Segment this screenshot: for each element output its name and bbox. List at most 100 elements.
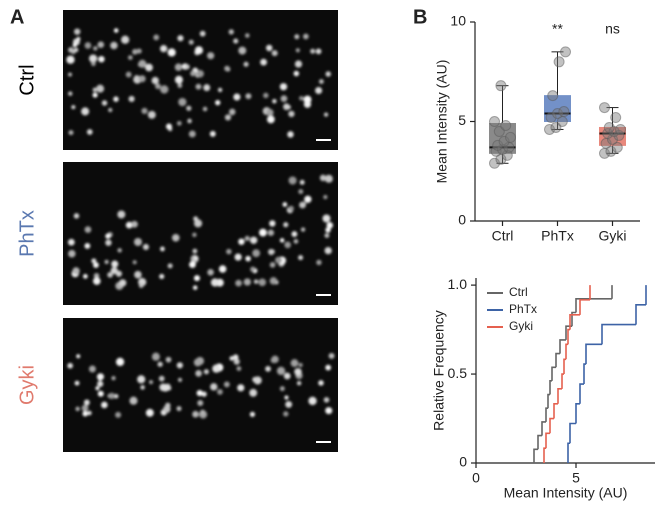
synapse-spot (294, 34, 300, 40)
synapse-spot (288, 205, 294, 212)
ecdf-step (547, 393, 550, 409)
spots (67, 174, 334, 290)
synapse-spot (193, 216, 199, 222)
synapse-spot (298, 362, 303, 368)
synapse-spot (270, 357, 277, 364)
synapse-spot (110, 41, 118, 50)
synapse-spot (323, 397, 330, 403)
ecdf-step (551, 366, 556, 381)
synapse-spot (167, 263, 173, 269)
synapse-spot (145, 408, 154, 417)
synapse-spot (81, 107, 90, 116)
x-tick-label: PhTx (541, 228, 574, 244)
ecdf-step (569, 422, 576, 444)
synapse-spot (157, 361, 163, 367)
data-point (611, 141, 623, 153)
synapse-spot (97, 380, 104, 388)
y-tick-label: 0.5 (448, 365, 468, 381)
data-point (560, 46, 571, 58)
y-axis-label: Mean Intensity (AU) (434, 60, 450, 184)
synapse-spot (276, 366, 286, 376)
synapse-spot (290, 359, 299, 368)
synapse-spot (92, 92, 98, 98)
synapse-spot (245, 93, 252, 100)
synapse-spot (159, 273, 165, 280)
synapse-spot (302, 33, 309, 40)
synapse-spot (223, 381, 230, 388)
synapse-spot (243, 278, 252, 286)
ecdf-step (571, 311, 576, 327)
image-panel: Ctrl PhTx Gyki (16, 10, 338, 452)
synapse-spot (125, 221, 133, 229)
synapse-spot (318, 380, 324, 386)
synapse-spot (137, 375, 146, 384)
ecdf-step (553, 402, 558, 419)
row-label: Ctrl (16, 64, 38, 95)
synapse-spot (325, 407, 333, 415)
synapse-spot (145, 63, 153, 72)
synapse-spot (141, 107, 148, 115)
synapse-spot (293, 239, 299, 244)
x-axis-label: Mean Intensity (AU) (504, 485, 628, 501)
ecdf-step (559, 339, 566, 354)
y-tick-label: 0 (458, 212, 466, 228)
synapse-spot (187, 118, 192, 124)
synapse-spot (84, 226, 92, 233)
ecdf-step (543, 447, 546, 463)
synapse-spot (250, 266, 256, 272)
synapse-spot (291, 231, 298, 237)
synapse-spot (269, 261, 276, 268)
legend-label: PhTx (509, 302, 537, 316)
synapse-spot (73, 47, 79, 53)
synapse-spot (131, 220, 138, 228)
synapse-spot (68, 130, 74, 136)
data-point (495, 80, 507, 92)
synapse-spot (279, 83, 288, 91)
synapse-spot (111, 375, 116, 381)
synapse-spot (286, 105, 291, 110)
synapse-spot (268, 248, 275, 256)
synapse-spot (161, 383, 170, 392)
synapse-spot (92, 87, 98, 93)
ecdf-step (567, 442, 570, 463)
synapse-spot (186, 105, 192, 111)
synapse-spot (177, 377, 183, 382)
synapse-spot (202, 106, 208, 112)
synapse-spot (323, 195, 328, 200)
synapse-spot (127, 55, 133, 60)
synapse-spot (176, 120, 182, 126)
ecdf-step (567, 328, 570, 345)
synapse-spot (192, 232, 197, 238)
synapse-spot (178, 97, 187, 107)
synapse-spot (160, 45, 168, 53)
ecdf-step (541, 421, 546, 436)
synapse-spot (97, 41, 105, 49)
ecdf-step (557, 388, 562, 404)
synapse-spot (315, 48, 322, 55)
data-point (544, 123, 555, 135)
y-tick-label: 1.0 (448, 276, 468, 292)
ecdf-step (563, 358, 566, 375)
ecdf-step (549, 417, 554, 434)
synapse-spot (188, 39, 194, 45)
synapse-spot (325, 364, 332, 371)
synapse-spot (83, 399, 90, 406)
charts: 0 5 10 Mean Intensity (AU) Ctrl PhTx ** Gyki ns 0… (431, 13, 655, 501)
synapse-spot (193, 275, 200, 282)
data-point (500, 119, 512, 131)
data-point (492, 139, 504, 151)
ecdf-step (585, 343, 602, 365)
synapse-spot (149, 380, 154, 385)
synapse-spot (203, 84, 211, 92)
synapse-spot (233, 93, 241, 101)
ecdf-step (565, 325, 572, 340)
panel-label: B (413, 6, 427, 28)
synapse-spot (91, 258, 97, 264)
synapse-spot (111, 260, 119, 268)
data-point (558, 106, 570, 118)
synapse-spot (226, 248, 232, 255)
synapse-spot (324, 233, 330, 238)
synapse-spot (284, 395, 289, 400)
ecdf-step (533, 448, 538, 463)
